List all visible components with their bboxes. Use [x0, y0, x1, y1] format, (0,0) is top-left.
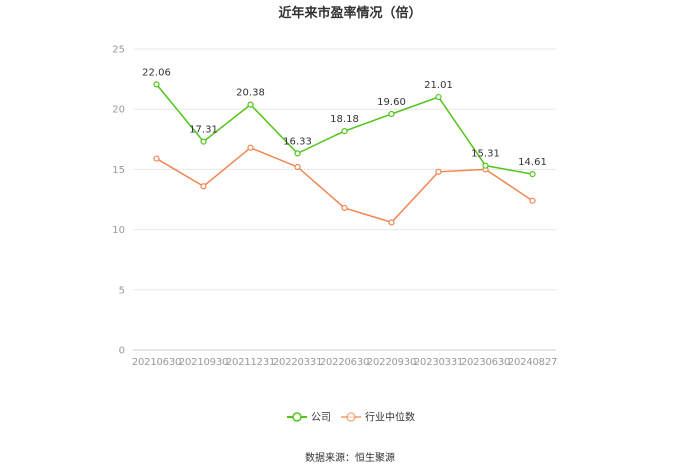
y-tick-label: 25 [112, 45, 125, 56]
data-label: 20.38 [236, 88, 265, 99]
x-tick-label: 20211231 [226, 357, 275, 368]
data-point [153, 155, 160, 162]
data-point [435, 93, 442, 101]
data-point [341, 128, 348, 135]
x-tick-label: 20220331 [273, 357, 322, 368]
x-tick-label: 20210930 [179, 357, 228, 368]
x-tick-label: 20210630 [132, 357, 181, 368]
data-label: 17.31 [189, 125, 218, 136]
source-note: 数据来源：恒生聚源 [305, 451, 395, 464]
x-tick-label: 20230630 [461, 357, 510, 368]
chart-title: 近年来市盈率情况（倍） [278, 5, 421, 21]
x-axis-ticks: 2021063020210930202112312022033120220630… [132, 357, 558, 368]
data-label: 19.60 [377, 97, 406, 108]
y-tick-label: 10 [112, 225, 125, 236]
x-tick-label: 20230331 [414, 357, 463, 368]
data-point [529, 197, 536, 204]
data-point [200, 138, 207, 145]
legend-swatch-marker [346, 412, 356, 422]
data-label: 21.01 [424, 80, 453, 91]
data-point [529, 170, 536, 178]
data-label: 15.31 [471, 149, 500, 160]
x-tick-label: 20220930 [367, 357, 416, 368]
data-point [200, 183, 207, 190]
series-group: 22.06 17.31 20.38 16.33 18.18 19.60 21.01 15.31… [142, 67, 547, 226]
data-point [435, 168, 442, 175]
data-label: 18.18 [330, 114, 359, 125]
y-axis-ticks: 0 5 10 15 20 25 [112, 45, 125, 357]
legend-swatch-marker [292, 412, 302, 422]
grid [133, 48, 556, 351]
y-tick-label: 15 [112, 165, 125, 176]
data-label: 16.33 [283, 136, 312, 147]
data-point [294, 150, 301, 157]
data-point [294, 163, 301, 171]
legend-label: 行业中位数 [365, 411, 415, 424]
legend: 公司 行业中位数 [287, 411, 415, 424]
data-point [247, 144, 254, 151]
data-label: 22.06 [142, 67, 171, 78]
data-point [388, 219, 395, 226]
y-tick-label: 5 [119, 285, 125, 296]
x-tick-label: 20240827 [508, 357, 557, 368]
x-tick-label: 20220630 [320, 357, 369, 368]
data-label: 14.61 [518, 157, 547, 168]
data-point [482, 162, 489, 169]
legend-label: 公司 [311, 413, 331, 424]
data-point [341, 204, 348, 212]
data-point [153, 81, 160, 88]
data-point [247, 101, 254, 108]
y-tick-label: 0 [119, 346, 125, 357]
data-point [388, 110, 395, 118]
y-tick-label: 20 [112, 105, 125, 116]
